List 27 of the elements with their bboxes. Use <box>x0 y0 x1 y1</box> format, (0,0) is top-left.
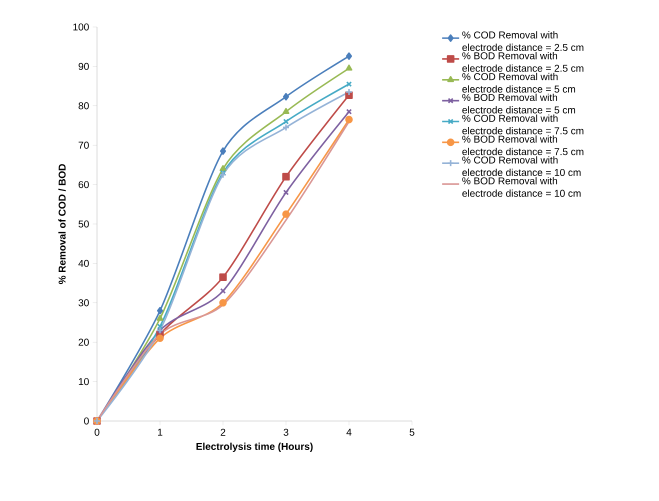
y-tick-label: 90 <box>78 62 89 70</box>
y-tick-label: 70 <box>78 142 89 149</box>
x-axis-title: Electrolysis time (Hours) <box>196 442 313 452</box>
y-tick-label: 0 <box>84 417 89 425</box>
legend-label: % COD Removal with electrode distance = 5 cm <box>462 72 576 93</box>
legend-label: % COD Removal with electrode distance = 10 cm <box>462 156 581 176</box>
legend-label: % BOD Removal with electrode distance = 10 cm <box>462 177 581 197</box>
x-tick-label: 4 <box>346 428 352 436</box>
x-tick-label: 2 <box>220 428 226 436</box>
y-tick-label: 80 <box>78 102 89 110</box>
y-tick-label: 50 <box>78 220 89 228</box>
y-tick-label: 100 <box>73 23 89 31</box>
y-tick-label: 10 <box>78 378 89 386</box>
legend-label: % BOD Removal with electrode distance = 7.5 cm <box>462 135 584 156</box>
legend-label: % COD Removal with electrode distance = 2.5 cm <box>462 31 584 51</box>
legend-label: % BOD Removal with electrode distance = 5 cm <box>462 94 576 114</box>
y-tick-label: 30 <box>78 299 89 306</box>
x-tick-label: 5 <box>410 428 414 436</box>
y-tick-label: 60 <box>78 181 89 188</box>
legend-label: % BOD Removal with electrode distance = 2.5 cm <box>462 52 584 72</box>
y-axis-title: % Removal of COD / BOD <box>58 164 66 284</box>
x-tick-label: 1 <box>158 428 162 436</box>
legend-label: % COD Removal with electrode distance = 7.5 cm <box>462 114 584 134</box>
y-tick-label: 20 <box>78 338 89 346</box>
x-tick-label: 0 <box>94 428 100 436</box>
y-tick-label: 40 <box>78 260 89 267</box>
x-tick-label: 3 <box>284 428 288 436</box>
